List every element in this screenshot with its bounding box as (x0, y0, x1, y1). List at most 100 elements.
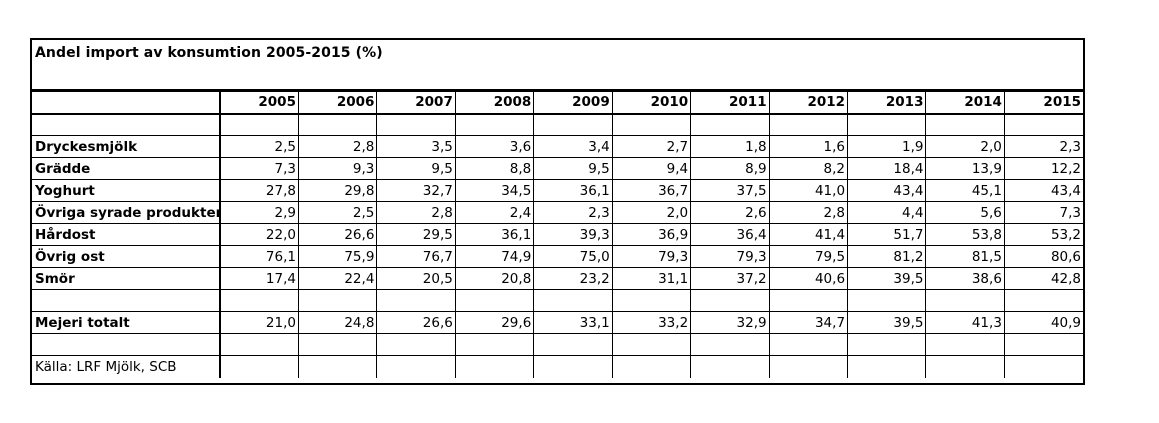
empty-cell (925, 289, 1005, 312)
year-header: 2005 (219, 91, 299, 115)
empty-cell (925, 113, 1005, 136)
year-header: 2013 (847, 91, 927, 115)
value-cell: 8,9 (690, 157, 770, 180)
value-cell: 1,6 (768, 135, 849, 158)
value-cell: 81,5 (925, 245, 1005, 268)
year-header: 2007 (376, 91, 456, 115)
value-cell: 9,5 (376, 157, 456, 180)
value-cell: 3,4 (533, 135, 613, 158)
empty-cell (1003, 333, 1083, 356)
value-cell: 18,4 (847, 157, 927, 180)
year-header: 2014 (925, 91, 1005, 115)
empty-cell (611, 355, 692, 378)
empty-cell (925, 355, 1005, 378)
table-row: Grädde 7,3 9,3 9,5 8,8 9,5 9,4 8,9 8,2 18,4 13,9 12… (32, 157, 1083, 180)
value-cell: 29,8 (297, 179, 378, 202)
value-cell: 37,2 (690, 267, 770, 290)
value-cell: 79,3 (611, 245, 692, 268)
empty-cell (847, 289, 927, 312)
row-label: Dryckesmjölk (32, 135, 222, 158)
value-cell: 51,7 (847, 223, 927, 246)
total-value-cell: 39,5 (847, 311, 927, 334)
value-cell: 34,5 (454, 179, 535, 202)
year-header: 2011 (690, 91, 770, 115)
empty-cell (454, 113, 535, 136)
empty-cell (847, 113, 927, 136)
total-value-cell: 41,3 (925, 311, 1005, 334)
value-cell: 13,9 (925, 157, 1005, 180)
empty-label-cell (32, 333, 222, 356)
year-header: 2012 (768, 91, 849, 115)
value-cell: 8,2 (768, 157, 849, 180)
value-cell: 3,6 (454, 135, 535, 158)
year-header: 2009 (533, 91, 613, 115)
value-cell: 43,4 (847, 179, 927, 202)
value-cell: 36,1 (533, 179, 613, 202)
total-value-cell: 32,9 (690, 311, 770, 334)
empty-cell (376, 355, 456, 378)
row-label: Hårdost (32, 223, 222, 246)
empty-cell (533, 113, 613, 136)
value-cell: 76,1 (219, 245, 299, 268)
value-cell: 9,5 (533, 157, 613, 180)
empty-cell (533, 289, 613, 312)
value-cell: 1,8 (690, 135, 770, 158)
empty-cell (611, 289, 692, 312)
value-cell: 2,3 (1003, 135, 1083, 158)
table-row: Dryckesmjölk 2,5 2,8 3,5 3,6 3,4 2,7 1,8 1,6 1,9 2… (32, 135, 1083, 158)
value-cell: 12,2 (1003, 157, 1083, 180)
value-cell: 76,7 (376, 245, 456, 268)
empty-cell (925, 333, 1005, 356)
table-row: Övriga syrade produkter 2,9 2,5 2,8 2,4 2,3 2,… (32, 201, 1083, 224)
value-cell: 1,9 (847, 135, 927, 158)
value-cell: 2,5 (219, 135, 299, 158)
empty-label-cell (32, 113, 222, 136)
value-cell: 38,6 (925, 267, 1005, 290)
value-cell: 53,2 (1003, 223, 1083, 246)
empty-cell (454, 355, 535, 378)
value-cell: 36,4 (690, 223, 770, 246)
value-cell: 4,4 (847, 201, 927, 224)
value-cell: 29,5 (376, 223, 456, 246)
value-cell: 39,5 (847, 267, 927, 290)
empty-cell (376, 113, 456, 136)
row-label: Yoghurt (32, 179, 222, 202)
value-cell: 5,6 (925, 201, 1005, 224)
value-cell: 17,4 (219, 267, 299, 290)
year-header: 2006 (297, 91, 378, 115)
empty-cell (219, 289, 299, 312)
total-value-cell: 24,8 (297, 311, 378, 334)
value-cell: 37,5 (690, 179, 770, 202)
total-row: Mejeri totalt 21,0 24,8 26,6 29,6 33,1 33,2 32,… (32, 311, 1083, 334)
empty-cell (219, 355, 299, 378)
empty-cell (376, 289, 456, 312)
row-label: Smör (32, 267, 222, 290)
data-table: 2005 2006 2007 2008 2009 2010 2011 2012 2013 2014… (32, 91, 1083, 378)
value-cell: 75,0 (533, 245, 613, 268)
empty-cell (768, 355, 849, 378)
table-row: Hårdost 22,0 26,6 29,5 36,1 39,3 36,9 36,4 41,4 5… (32, 223, 1083, 246)
total-label: Mejeri totalt (32, 311, 222, 334)
empty-cell (768, 113, 849, 136)
value-cell: 27,8 (219, 179, 299, 202)
empty-cell (1003, 289, 1083, 312)
empty-cell (768, 333, 849, 356)
total-value-cell: 40,9 (1003, 311, 1083, 334)
value-cell: 9,3 (297, 157, 378, 180)
table-row: Smör 17,4 22,4 20,5 20,8 23,2 31,1 37,2 40,6 39,5… (32, 267, 1083, 290)
value-cell: 22,0 (219, 223, 299, 246)
year-header: 2010 (611, 91, 692, 115)
empty-cell (297, 355, 378, 378)
empty-cell (297, 113, 378, 136)
empty-cell (454, 333, 535, 356)
value-cell: 45,1 (925, 179, 1005, 202)
empty-cell (454, 289, 535, 312)
value-cell: 22,4 (297, 267, 378, 290)
empty-cell (1003, 113, 1083, 136)
value-cell: 32,7 (376, 179, 456, 202)
value-cell: 41,4 (768, 223, 849, 246)
value-cell: 43,4 (1003, 179, 1083, 202)
value-cell: 79,3 (690, 245, 770, 268)
value-cell: 8,8 (454, 157, 535, 180)
value-cell: 2,9 (219, 201, 299, 224)
